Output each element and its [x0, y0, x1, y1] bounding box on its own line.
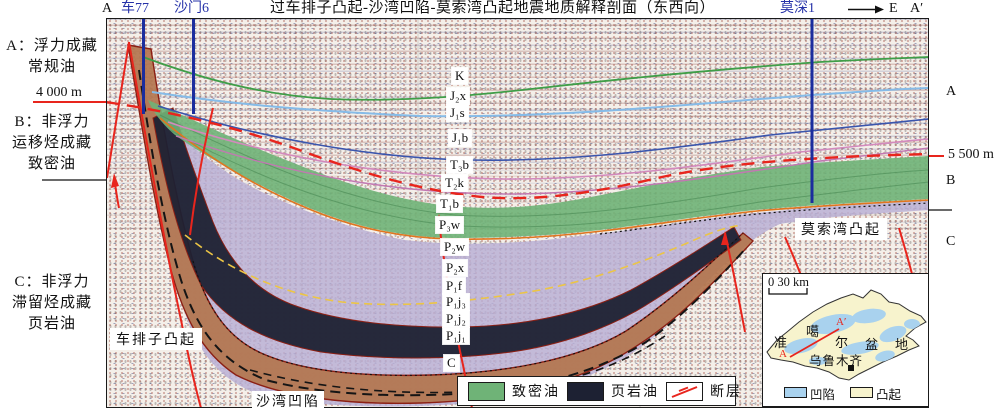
- basin-char-di: 地: [895, 337, 909, 352]
- city-marker: [848, 365, 854, 371]
- zone-a-line1: A：浮力成藏: [6, 38, 98, 54]
- inset-scale-label: 0 30 km: [768, 275, 809, 289]
- depression-areas: [784, 308, 920, 365]
- well-label-shamen6: 沙门6: [174, 1, 209, 16]
- zone-c-line2: 滞留烃成藏: [11, 295, 92, 311]
- chepaizi-uplift-label: 车排子凸起: [110, 328, 202, 350]
- strat-label-p1j2: P₁j₂: [443, 311, 469, 327]
- depth-label-4000: 4 000 m: [36, 85, 82, 100]
- strat-label-j1s: J₁s: [447, 105, 468, 121]
- strat-label-j2x: J₂x: [447, 88, 470, 104]
- zone-a-right-label: A: [946, 84, 957, 99]
- strat-label-p1f: P₁f: [443, 278, 466, 294]
- fault-symbol-icon: [671, 385, 698, 398]
- mosuowan-uplift-label: 莫索湾凸起: [795, 218, 887, 240]
- strat-label-t3b: T₃b: [447, 157, 472, 173]
- inset-map-graphic: [766, 288, 927, 381]
- zone-b-line3: 致密油: [27, 156, 76, 172]
- legend-tight-oil-swatch: [468, 381, 505, 401]
- shawan-sag-label: 沙湾凹陷: [252, 391, 324, 411]
- east-arrow-icon: [848, 5, 884, 14]
- legend: 致密油 页岩油 断层: [457, 376, 740, 406]
- legend-shale-oil-swatch: [567, 381, 604, 401]
- zone-a-description: A：浮力成藏 常规油: [0, 34, 104, 76]
- zone-b-line1: B：非浮力: [14, 114, 90, 130]
- strat-label-p3w: P₃w: [436, 217, 464, 233]
- zone-a-line2: 常规油: [27, 59, 76, 75]
- inset-legend-depression-label: 凹陷: [810, 388, 836, 402]
- figure-title: 过车排子凸起-沙湾凹陷-莫索湾凸起地震地质解释剖面（东西向）: [270, 0, 715, 16]
- direction-east-label: E: [889, 1, 898, 16]
- inset-legend-uplift-label: 凸起: [876, 388, 902, 402]
- profile-trace-line: [789, 328, 840, 358]
- basin-char-pen: 盆: [865, 337, 879, 352]
- inset-location-map: 0 30 km 准 噶 尔 盆 地 A A′ 乌鲁木齐 凹陷 凸起: [762, 273, 929, 407]
- strat-label-p1j1: P₁j₁: [443, 328, 469, 344]
- scale-bar: [768, 288, 808, 295]
- inset-legend-uplift-swatch: [850, 387, 873, 398]
- zone-b-description: B：非浮力 运移烃成藏 致密油: [0, 110, 104, 173]
- strat-label-j1b: J₁b: [449, 130, 472, 146]
- legend-tight-oil-label: 致密油: [512, 385, 560, 400]
- city-label: 乌鲁木齐: [809, 354, 864, 368]
- legend-fault-label: 断层: [710, 385, 742, 400]
- strat-label-c: C: [444, 355, 459, 371]
- zone-c-right-label: C: [946, 234, 956, 249]
- zone-c-line3: 页岩油: [27, 316, 76, 332]
- well-label-moshen1: 莫深1: [780, 1, 815, 16]
- zone-b-right-label: B: [946, 173, 956, 188]
- basin-char-ga: 噶: [806, 324, 820, 339]
- zone-b-line2: 运移烃成藏: [11, 135, 92, 151]
- strat-label-t1b: T₁b: [437, 196, 462, 212]
- strat-label-p2x: P₂x: [443, 260, 468, 276]
- legend-fault-swatch: [666, 381, 703, 401]
- zone-c-description: C：非浮力 滞留烃成藏 页岩油: [0, 270, 104, 333]
- depth-label-5500: 5 500 m: [948, 147, 994, 162]
- strat-label-k: K: [452, 68, 468, 84]
- basin-char-er: 尔: [835, 335, 849, 350]
- basin-char-zhun: 准: [774, 335, 788, 350]
- strat-label-t2k: T₂k: [442, 175, 467, 191]
- trace-end-label: A′: [836, 316, 847, 328]
- legend-shale-oil-label: 页岩油: [611, 385, 659, 400]
- trace-start-label: A: [779, 348, 787, 360]
- zone-c-line1: C：非浮力: [14, 274, 90, 290]
- section-start-label: A: [102, 1, 113, 16]
- well-label-che77: 车77: [121, 1, 149, 16]
- inset-legend-depression-swatch: [784, 387, 807, 398]
- section-end-label: A′: [910, 1, 924, 16]
- strat-label-p2w: P₂w: [441, 239, 469, 255]
- strat-label-p1j3: P₁j₃: [443, 294, 469, 310]
- seismic-texture-upper: [107, 19, 928, 169]
